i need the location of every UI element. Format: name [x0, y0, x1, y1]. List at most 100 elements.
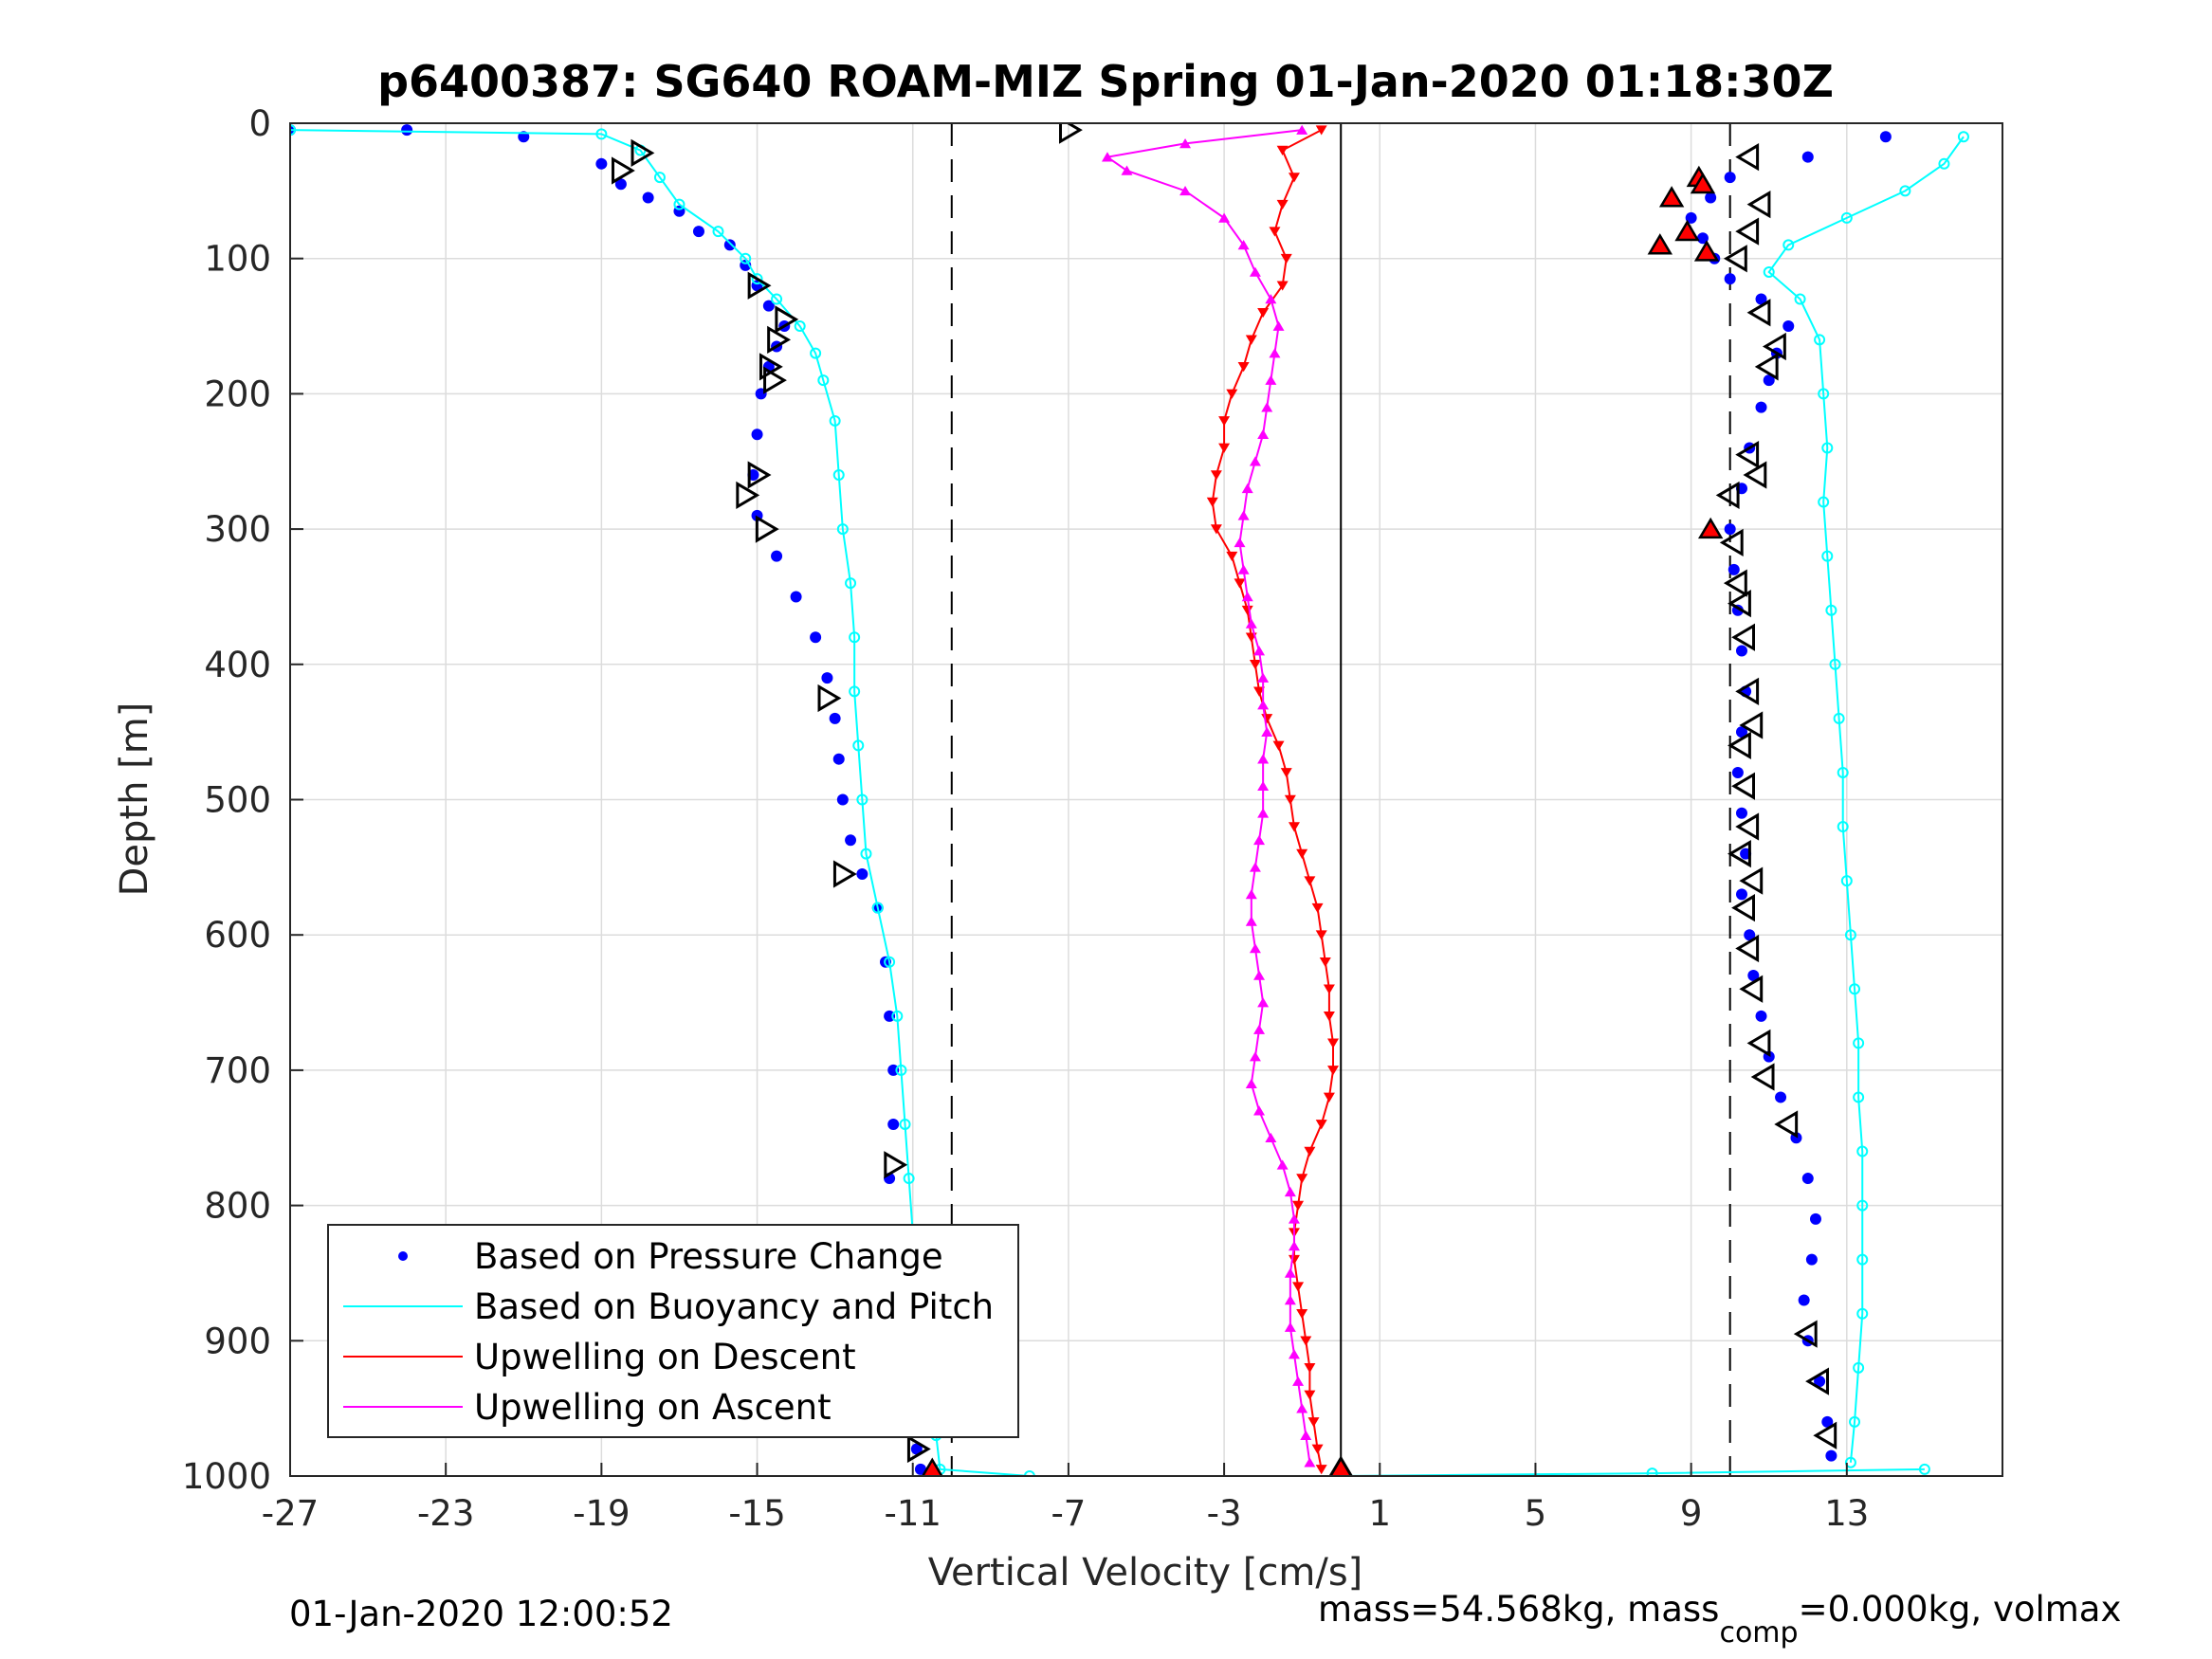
pressure-change-point [1735, 645, 1747, 657]
pressure-change-point [1821, 1415, 1834, 1428]
upwelling-descent-point [1226, 389, 1238, 399]
buoyancy-pitch-point [1833, 712, 1845, 724]
buoyancy-pitch-point [1856, 1199, 1869, 1212]
pressure-change-point [856, 867, 868, 880]
y-tick-label: 800 [204, 1186, 271, 1227]
upwelling-descent-point [1315, 1465, 1327, 1475]
legend-swatch-pressure-dot [398, 1251, 408, 1261]
x-tick-label: 1 [1368, 1493, 1391, 1534]
buoyancy-pitch-point [817, 374, 830, 387]
upwelling-ascent-point [1300, 1430, 1312, 1440]
pressure-change-point [914, 1463, 926, 1475]
upwelling-descent-point [1315, 1120, 1327, 1130]
upwelling-descent-point [1237, 362, 1250, 373]
pressure-change-point [1801, 151, 1814, 163]
upwelling-descent-point [1284, 794, 1296, 805]
upwelling-ascent-point [1257, 672, 1270, 683]
upwelling-descent-point [1272, 740, 1285, 751]
buoyancy-pitch-point [836, 523, 849, 536]
pressure-change-point [1735, 807, 1747, 819]
descent-open-triangle-marker [884, 1151, 908, 1179]
y-axis-label: Depth [m] [113, 702, 156, 897]
upwelling-descent-point [1280, 253, 1292, 264]
red-filled-triangle-marker [1693, 240, 1720, 262]
y-tick-label: 500 [204, 780, 271, 821]
buoyancy-pitch-point [290, 124, 296, 137]
pressure-change-point [836, 793, 849, 806]
descent-open-triangle-marker [832, 860, 857, 888]
upwelling-ascent-point [1121, 165, 1133, 175]
upwelling-ascent-point [1237, 510, 1250, 520]
legend-label: Based on Buoyancy and Pitch [474, 1286, 994, 1327]
x-tick-label: -19 [573, 1493, 630, 1534]
upwelling-ascent-point [1265, 1132, 1277, 1143]
buoyancy-pitch-point [849, 631, 861, 644]
upwelling-descent-point [1280, 768, 1292, 778]
ascent-open-triangle-marker [1750, 1063, 1775, 1091]
descent-open-triangle-marker [736, 481, 760, 510]
buoyancy-pitch-point [1818, 496, 1830, 508]
upwelling-ascent-point [1245, 916, 1257, 926]
upwelling-ascent-point [1304, 1457, 1316, 1468]
buoyancy-pitch-point [849, 685, 861, 698]
upwelling-ascent-point [1257, 808, 1270, 818]
upwelling-ascent-point [1288, 1241, 1300, 1251]
buoyancy-pitch-point [740, 252, 752, 264]
upwelling-descent-point [1249, 660, 1261, 670]
upwelling-ascent-point [1234, 537, 1246, 548]
pressure-change-point [1755, 293, 1767, 305]
buoyancy-pitch-point [1849, 983, 1861, 995]
y-tick-label: 700 [204, 1050, 271, 1091]
pressure-change-point [884, 1010, 896, 1022]
pressure-change-point [642, 191, 654, 204]
x-axis-label: Vertical Velocity [cm/s] [928, 1551, 1363, 1595]
buoyancy-pitch-point [1844, 1456, 1856, 1468]
descent-open-triangle-marker [906, 1434, 931, 1464]
buoyancy-pitch-point [852, 739, 865, 752]
buoyancy-pitch-point [871, 902, 884, 914]
ascent-open-triangle-marker [1735, 440, 1760, 469]
ascent-open-triangle-marker [1735, 217, 1760, 246]
legend-label: Upwelling on Ascent [474, 1387, 832, 1428]
footer-mass: mass=54.568kg, masscomp=0.000kg, volmax [1318, 1589, 2121, 1650]
buoyancy-pitch-point [771, 293, 783, 305]
upwelling-ascent-point [1218, 212, 1231, 223]
upwelling-ascent-point [1179, 138, 1192, 149]
upwelling-descent-point [1269, 227, 1281, 237]
upwelling-ascent-point [1245, 1078, 1257, 1088]
pressure-change-point [771, 550, 783, 562]
buoyancy-pitch-point [895, 1064, 907, 1076]
upwelling-descent-point [1296, 1308, 1308, 1320]
buoyancy-pitch-point [1840, 875, 1853, 887]
upwelling-descent-point [1304, 1363, 1316, 1374]
upwelling-descent-point [1311, 1444, 1324, 1454]
upwelling-ascent-point [1296, 124, 1308, 135]
ascent-open-triangle-marker [1739, 866, 1764, 895]
upwelling-ascent-point [1261, 726, 1273, 737]
pressure-change-point [1814, 1376, 1826, 1388]
pressure-change-point [845, 834, 857, 847]
pressure-change-point [614, 178, 627, 191]
buoyancy-pitch-point [673, 198, 686, 210]
buoyancy-pitch-point [1899, 185, 1911, 197]
buoyancy-pitch-point [1782, 239, 1795, 251]
upwelling-ascent-point [1284, 1295, 1296, 1305]
pressure-change-point [1801, 1173, 1814, 1185]
upwelling-descent-point [1327, 1038, 1340, 1048]
buoyancy-pitch-point [1938, 157, 1950, 170]
upwelling-ascent-point [1249, 943, 1261, 954]
upwelling-ascent-point [1257, 997, 1270, 1008]
upwelling-ascent-point [1249, 862, 1261, 872]
upwelling-descent-point [1311, 902, 1324, 914]
buoyancy-pitch-point [1918, 1463, 1930, 1475]
buoyancy-pitch-point [1840, 211, 1853, 224]
upwelling-descent-point [1226, 551, 1238, 562]
ascent-open-triangle-marker [1739, 975, 1764, 1003]
upwelling-descent-point [1261, 714, 1273, 724]
pressure-change-point [1809, 1212, 1821, 1225]
buoyancy-pitch-point [1794, 293, 1806, 305]
legend-label: Based on Pressure Change [474, 1236, 943, 1277]
upwelling-ascent-point [1253, 834, 1266, 846]
descent-open-triangle-marker [611, 156, 635, 185]
